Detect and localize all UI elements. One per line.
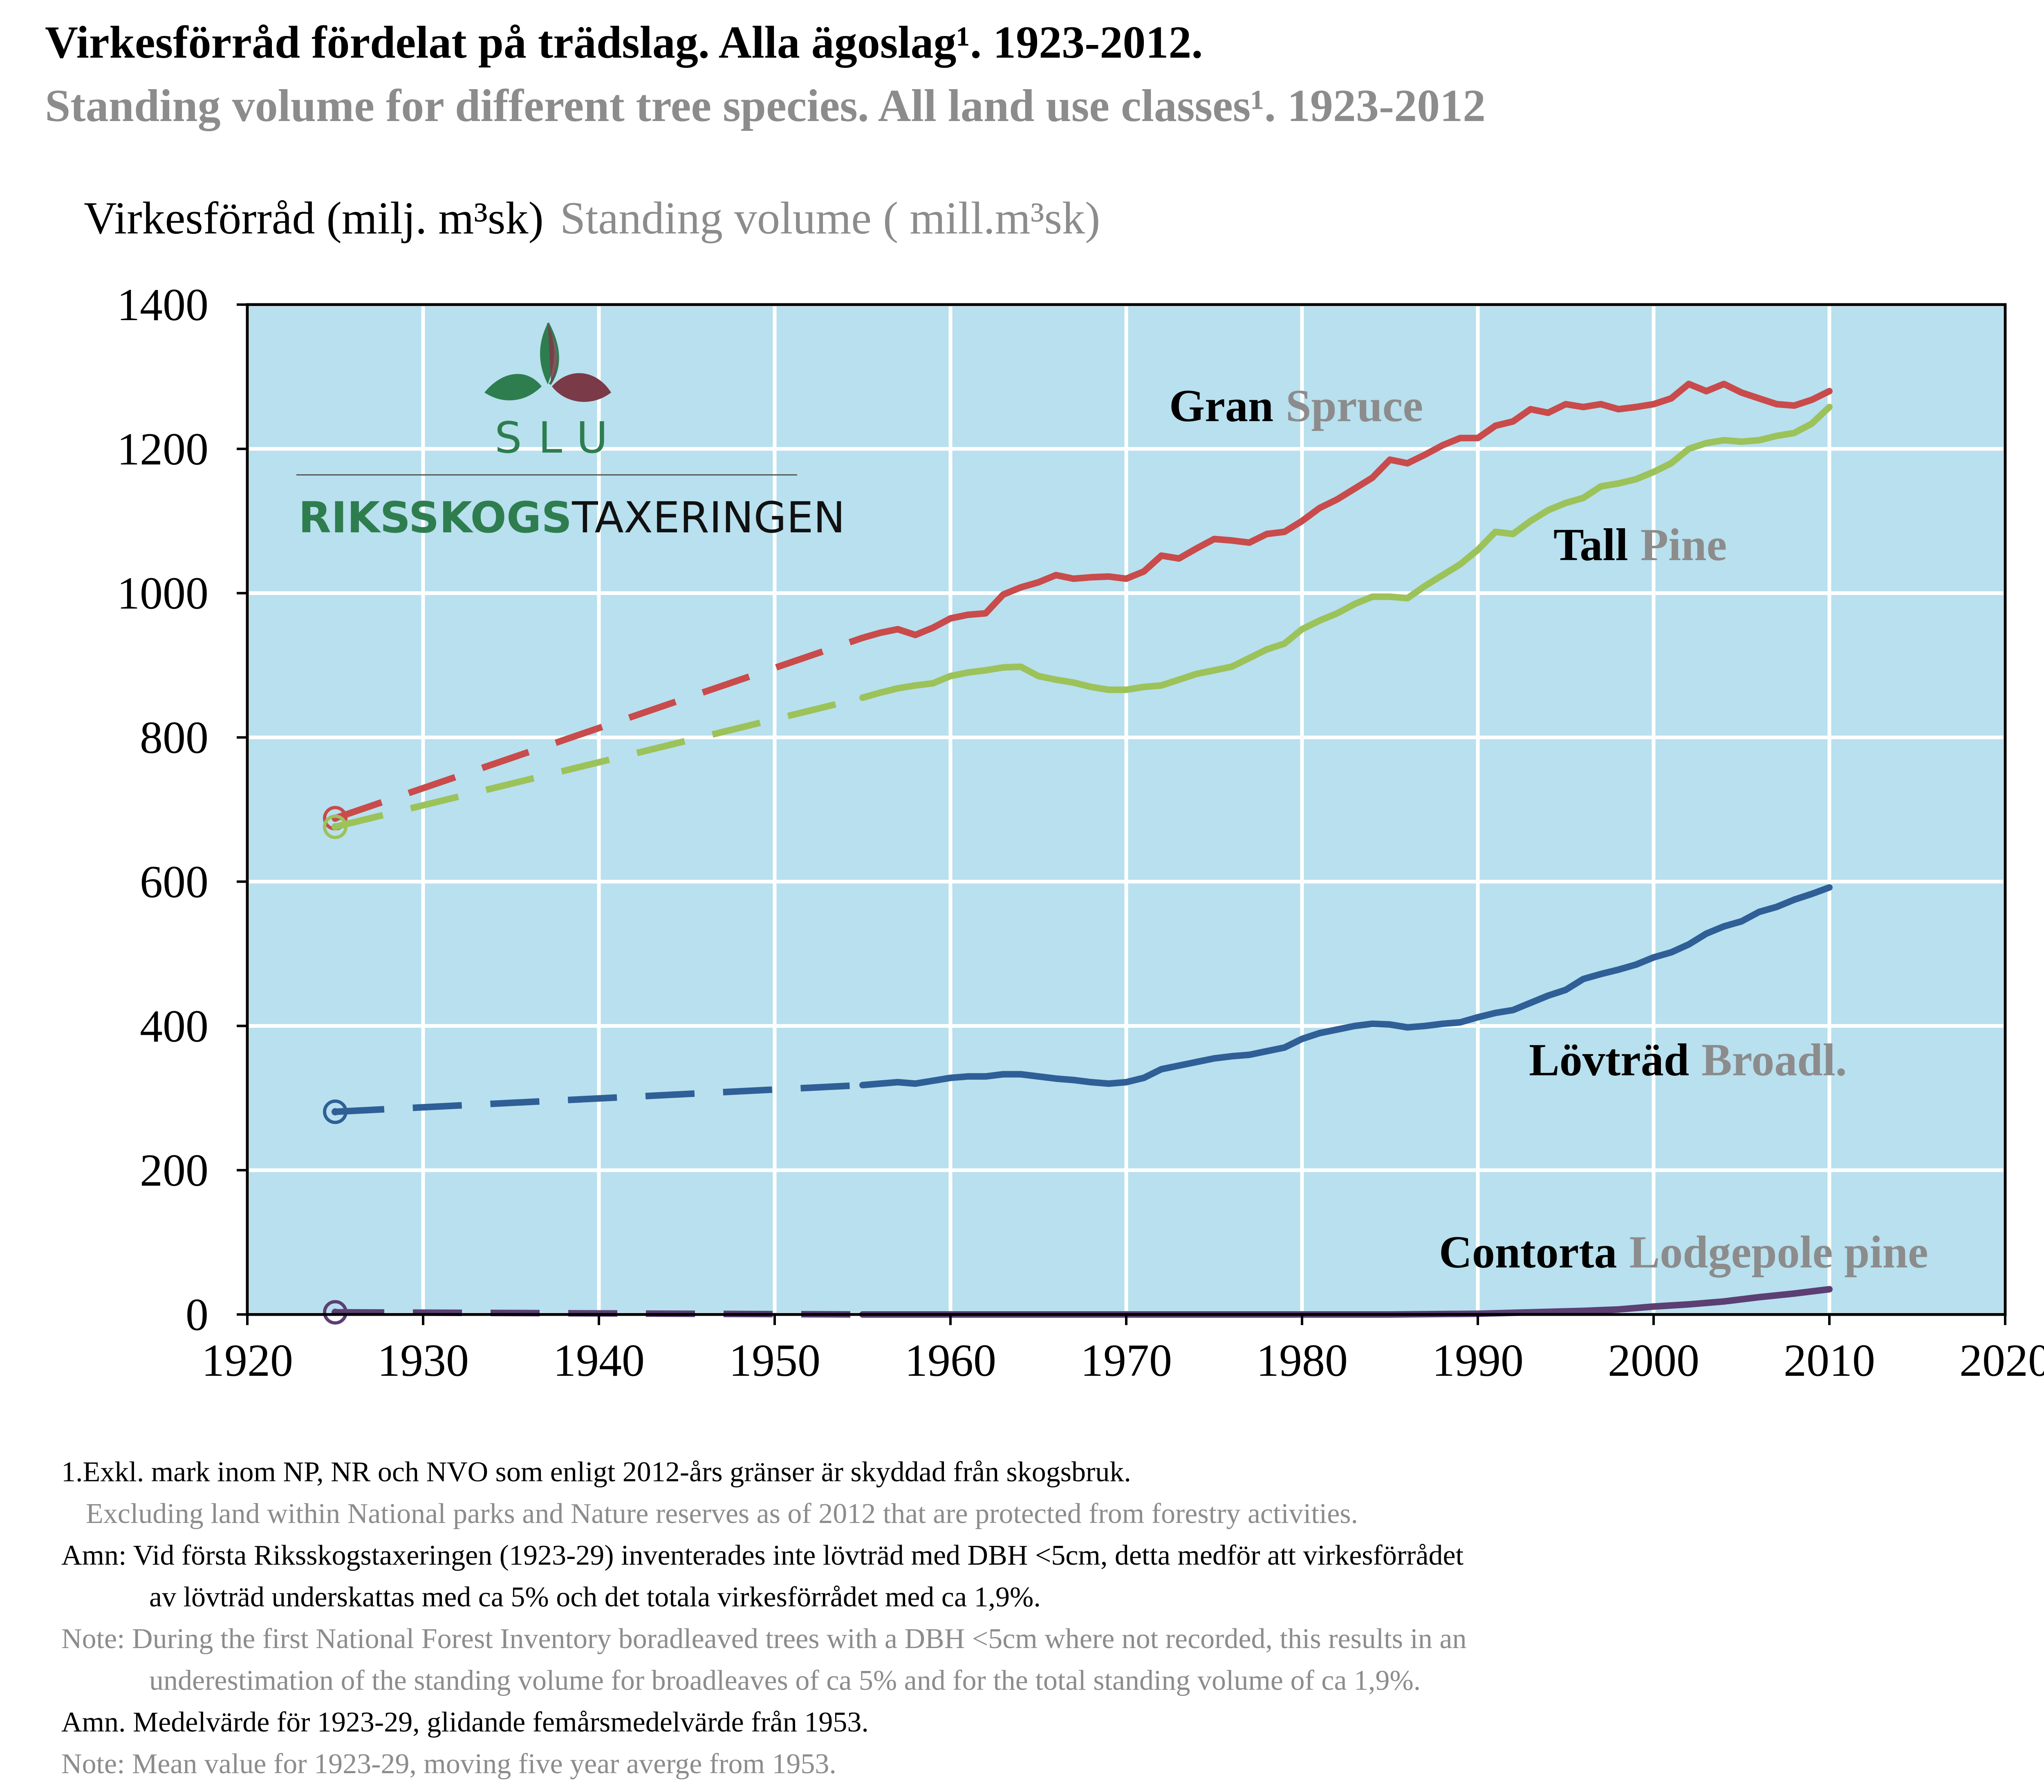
series-label-spruce-en: Spruce bbox=[1286, 381, 1423, 431]
note-3-sv: Amn. Medelvärde för 1923-29, glidande fe… bbox=[61, 1707, 869, 1738]
line-chart: 0 200 400 600 800 1000 1200 1400 1920 1930 1940 195… bbox=[117, 280, 2044, 1386]
start-marker-broadl bbox=[323, 1099, 347, 1124]
series-broadl-line bbox=[859, 884, 1833, 1088]
series-label-pine-sv: Tall bbox=[1553, 520, 1628, 570]
y-tick-label: 600 bbox=[140, 857, 208, 907]
x-tick-label: 1940 bbox=[553, 1335, 645, 1386]
note-1-en: Excluding land within National parks and… bbox=[86, 1498, 1358, 1530]
y-axis-label-en: Standing volume ( mill.m³sk) bbox=[560, 193, 1100, 244]
series-labels: Gran Spruce Tall Pine Lövträd Broadl. Conto… bbox=[1169, 381, 1928, 1278]
slu-logo-icon bbox=[484, 322, 611, 402]
x-tick-label: 1970 bbox=[1080, 1335, 1172, 1386]
series-label-lodgepole-en: Lodgepole pine bbox=[1629, 1227, 1928, 1278]
riksskogstaxeringen-logo: RIKSSKOGSTAXERINGEN bbox=[298, 493, 845, 543]
series-label-lodgepole: Contorta Lodgepole pine bbox=[1439, 1227, 1928, 1278]
y-tick-label: 0 bbox=[186, 1290, 208, 1340]
y-tick-label: 800 bbox=[140, 713, 208, 763]
x-tick-label: 2020 bbox=[1959, 1335, 2044, 1386]
series-pine-dashed bbox=[334, 694, 863, 830]
start-marker-dot-pine bbox=[332, 823, 339, 831]
x-tick-label: 1930 bbox=[377, 1335, 469, 1386]
y-axis-label-sv: Virkesförråd (milj. m³sk) bbox=[84, 193, 544, 244]
start-marker-lodgepole bbox=[323, 1300, 347, 1325]
note-2-en-cont: underestimation of the standing volume f… bbox=[149, 1665, 1421, 1696]
series-layer bbox=[323, 381, 1833, 1325]
note-1-sv: 1.Exkl. mark inom NP, NR och NVO som enl… bbox=[61, 1456, 1131, 1488]
x-tick-label: 1950 bbox=[729, 1335, 820, 1386]
series-label-broadl-en: Broadl. bbox=[1701, 1035, 1847, 1086]
x-tick-label: 1920 bbox=[202, 1335, 293, 1386]
series-label-broadl: Lövträd Broadl. bbox=[1529, 1035, 1847, 1086]
x-tick-label: 1960 bbox=[905, 1335, 996, 1386]
series-label-lodgepole-sv: Contorta bbox=[1439, 1227, 1617, 1278]
y-tick-label: 200 bbox=[140, 1145, 208, 1196]
series-label-spruce: Gran Spruce bbox=[1169, 381, 1423, 431]
note-3-en: Note: Mean value for 1923-29, moving fiv… bbox=[61, 1748, 836, 1780]
y-tick-label: 400 bbox=[140, 1001, 208, 1052]
tick-labels: 0 200 400 600 800 1000 1200 1400 1920 1930 1940 195… bbox=[117, 280, 2044, 1386]
x-tick-label: 2010 bbox=[1784, 1335, 1875, 1386]
series-label-pine: Tall Pine bbox=[1553, 520, 1727, 570]
y-tick-label: 1200 bbox=[117, 424, 208, 475]
x-tick-label: 1980 bbox=[1256, 1335, 1348, 1386]
note-2-sv-cont: av lövträd underskattas med ca 5% och de… bbox=[149, 1581, 1041, 1613]
logo-riks-thin: TAXERINGEN bbox=[572, 493, 845, 543]
logo-riks-bold: RIKSSKOGS bbox=[298, 493, 572, 543]
x-tick-label: 1990 bbox=[1432, 1335, 1524, 1386]
series-label-spruce-sv: Gran bbox=[1169, 381, 1273, 431]
slu-logo-text: SLU bbox=[495, 413, 624, 463]
series-label-pine-en: Pine bbox=[1641, 520, 1727, 570]
x-tick-label: 2000 bbox=[1608, 1335, 1699, 1386]
logo-divider bbox=[296, 474, 797, 475]
axes bbox=[237, 303, 2007, 1325]
series-spruce-dashed bbox=[334, 635, 864, 821]
y-tick-label: 1000 bbox=[117, 568, 208, 619]
chart-title: Virkesförråd fördelat på trädslag. Alla … bbox=[45, 17, 1203, 68]
footnotes: 1.Exkl. mark inom NP, NR och NVO som enl… bbox=[61, 1451, 1466, 1785]
series-broadl-dashed bbox=[335, 1082, 863, 1115]
y-tick-label: 1400 bbox=[117, 280, 208, 330]
series-label-broadl-sv: Lövträd bbox=[1529, 1035, 1689, 1086]
start-marker-pine bbox=[323, 814, 347, 839]
chart-subtitle: Standing volume for different tree speci… bbox=[45, 81, 1486, 131]
note-2-en: Note: During the first National Forest I… bbox=[61, 1623, 1467, 1655]
y-axis-label: Virkesförråd (milj. m³sk) Standing volume… bbox=[84, 192, 1100, 245]
series-spruce-line bbox=[859, 381, 1833, 641]
start-marker-dot-broadl bbox=[332, 1108, 339, 1116]
series-pine-line bbox=[859, 404, 1833, 701]
note-2-sv: Amn: Vid första Riksskogstaxeringen (192… bbox=[61, 1540, 1464, 1571]
